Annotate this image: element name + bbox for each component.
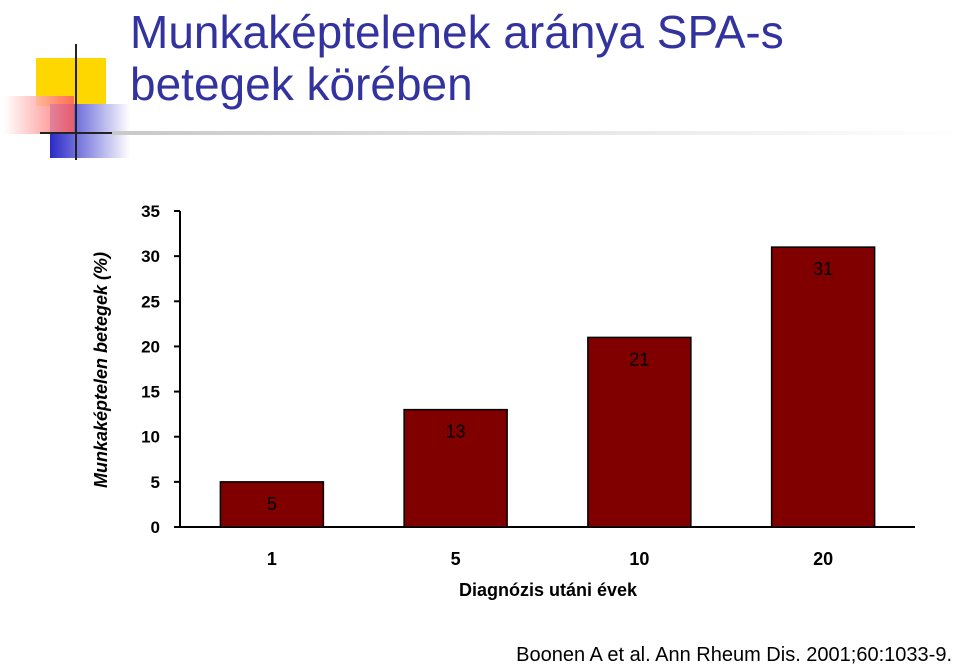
bar-value-label: 21 xyxy=(629,349,649,369)
y-tick-label: 10 xyxy=(141,428,160,447)
x-tick-label: 10 xyxy=(629,549,649,569)
y-tick-label: 15 xyxy=(141,383,160,402)
bar xyxy=(770,246,876,528)
bar xyxy=(219,481,325,528)
bar xyxy=(403,408,508,528)
x-tick-label: 20 xyxy=(813,549,833,569)
y-tick-label: 35 xyxy=(141,202,160,221)
bar-chart: 0 5 10 15 20 25 30 35 5 1 13 5 21 10 31 20 Diagnózis utá… xyxy=(91,202,915,600)
y-tick-label: 0 xyxy=(151,518,160,537)
x-axis-title: Diagnózis utáni évek xyxy=(459,580,638,600)
y-axis-title: Munkaképtelen betegek (%) xyxy=(91,252,111,488)
title-underline xyxy=(112,131,960,135)
y-tick-label: 30 xyxy=(141,247,160,266)
bar xyxy=(587,336,692,528)
y-tick-label: 25 xyxy=(141,292,160,311)
title-decoration xyxy=(4,44,960,160)
x-tick-label: 5 xyxy=(451,549,461,569)
bar-value-label: 5 xyxy=(267,494,277,514)
citation: Boonen A et al. Ann Rheum Dis. 2001;60:1… xyxy=(516,644,952,666)
slide-title: Munkaképtelenek aránya SPA-s betegek kör… xyxy=(130,6,784,110)
x-tick-label: 1 xyxy=(267,549,277,569)
bar-value-label: 31 xyxy=(813,259,833,279)
deco-red-bar xyxy=(4,96,74,134)
y-tick-label: 20 xyxy=(141,337,160,356)
y-tick-label: 5 xyxy=(151,473,160,492)
bar-value-label: 13 xyxy=(446,422,466,442)
